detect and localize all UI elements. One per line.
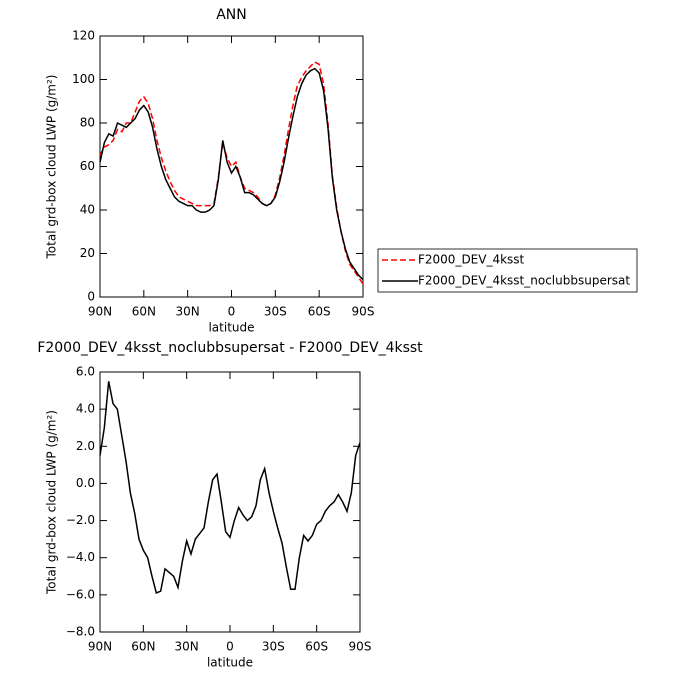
plot-frame <box>99 35 364 298</box>
x-tick-label: 90S <box>349 640 372 654</box>
series-line <box>99 61 364 285</box>
x-tick-label: 30N <box>175 640 199 654</box>
y-axis-label: Total grd-box cloud LWP (g/m²) <box>45 75 59 260</box>
legend-box <box>377 248 638 293</box>
plot-frame <box>99 371 361 633</box>
y-tick-label: −2.0 <box>66 513 95 527</box>
y-tick-label: 100 <box>72 72 95 86</box>
y-tick-label: 0.0 <box>76 476 95 490</box>
x-tick-label: 90S <box>352 305 375 319</box>
y-tick-label: −8.0 <box>66 625 95 639</box>
y-tick-label: 120 <box>72 29 95 43</box>
x-tick-label: 60N <box>132 305 156 319</box>
y-tick-label: 0 <box>87 290 95 304</box>
x-tick-label: 60S <box>308 305 331 319</box>
x-tick-label: 0 <box>228 305 236 319</box>
y-tick-label: 4.0 <box>76 402 95 416</box>
series-line <box>99 67 364 281</box>
y-tick-label: 80 <box>80 116 95 130</box>
legend-label: F2000_DEV_4ksst <box>418 253 525 267</box>
y-axis-label: Total grd-box cloud LWP (g/m²) <box>45 410 59 595</box>
y-tick-label: 40 <box>80 203 95 217</box>
y-tick-label: 6.0 <box>76 365 95 379</box>
x-tick-label: 60S <box>305 640 328 654</box>
series-line <box>99 381 361 595</box>
x-tick-label: 30S <box>264 305 287 319</box>
y-tick-label: 20 <box>80 246 95 260</box>
x-axis-label: latitude <box>207 656 253 670</box>
y-tick-label: 60 <box>80 159 95 173</box>
x-tick-label: 90N <box>88 640 112 654</box>
chart-title: F2000_DEV_4ksst_noclubbsupersat - F2000_… <box>37 340 423 356</box>
legend-label: F2000_DEV_4ksst_noclubbsupersat <box>418 274 630 288</box>
x-axis-label: latitude <box>208 321 254 335</box>
y-tick-label: −6.0 <box>66 587 95 601</box>
x-tick-label: 90N <box>88 305 112 319</box>
chart-title: ANN <box>216 7 247 23</box>
x-tick-label: 30N <box>176 305 200 319</box>
y-tick-label: 2.0 <box>76 439 95 453</box>
x-tick-label: 60N <box>131 640 155 654</box>
x-tick-label: 0 <box>226 640 234 654</box>
x-tick-label: 30S <box>262 640 285 654</box>
y-tick-label: −4.0 <box>66 550 95 564</box>
